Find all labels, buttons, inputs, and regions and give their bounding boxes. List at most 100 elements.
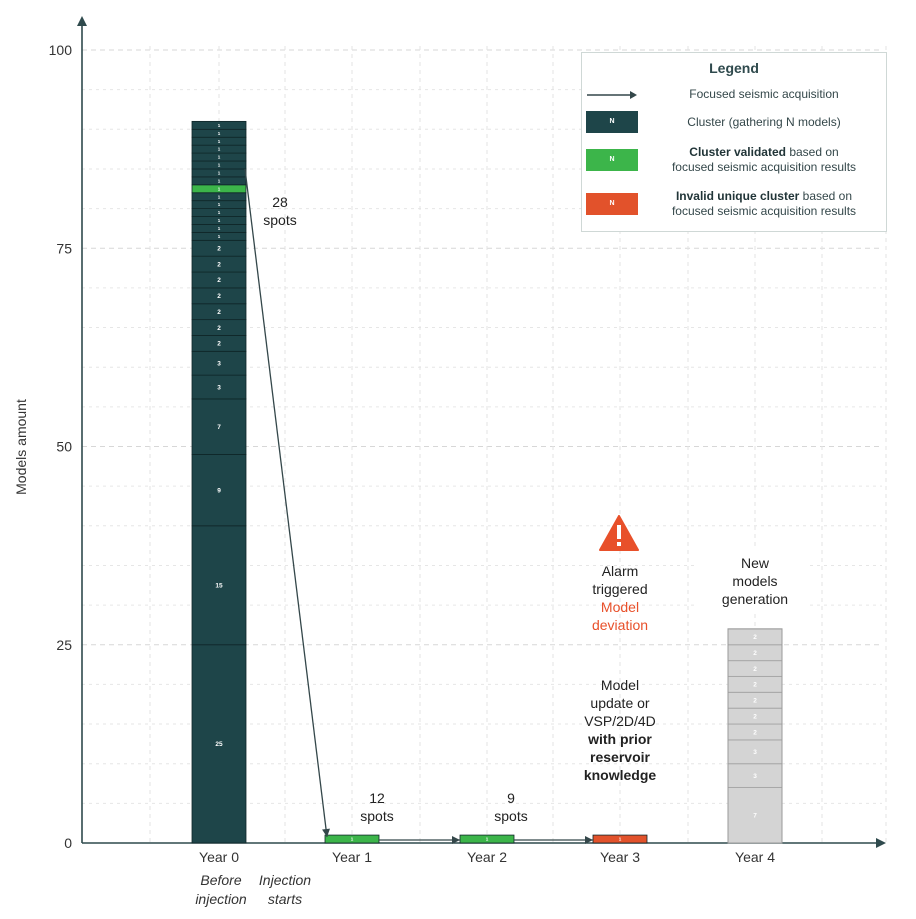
legend-text-invalid: Invalid unique cluster based on focused … [646,189,882,219]
x-sublabel: injection [195,891,247,907]
x-tick-label: Year 1 [332,849,372,865]
bar-segment-label: 3 [217,361,221,368]
acquisition-arrowhead [585,836,593,844]
legend-text-cluster: Cluster (gathering N models) [687,115,841,129]
bar-segment-label: 7 [753,813,757,820]
bar-segment [324,834,380,844]
bar-segment [191,644,247,844]
update-bold-line-2: reservoir [590,749,650,765]
bar-segment-label: 1 [218,226,221,231]
update-bold-line-3: knowledge [583,767,657,783]
bar-segment-label: 2 [753,634,757,641]
update-line-2: update or [590,695,650,711]
bar-segment-label: 1 [218,186,221,191]
bar-segment-label: 9 [217,487,221,494]
spots-label: 28 [272,194,288,210]
bar-segment-label: 2 [753,698,757,705]
x-sublabel: Injection [259,872,311,888]
x-tick-label: Year 0 [199,849,239,865]
bar-segment-label: 2 [753,666,757,673]
bar-segment-label: 3 [753,749,757,756]
y-tick-label: 75 [56,240,72,256]
bar-segment-label: 1 [619,837,622,842]
bar-segment-label: 15 [215,583,223,590]
y-axis-arrowhead [77,16,87,26]
x-sublabel: Before [200,872,241,888]
legend-title: Legend [709,60,759,76]
update-line-1: Model [600,677,640,693]
new-models-line-2: models [732,573,778,589]
legend-text-invalid-2: focused seismic acquisition results [671,204,857,218]
bar-segment-label: 1 [218,147,221,152]
bar-segment-label: 1 [218,170,221,175]
legend-bold-validated: Cluster validated [689,145,786,159]
bar-segment-label: 1 [218,123,221,128]
bar-segment-label: 7 [217,424,221,431]
bar-segment-label: 1 [218,178,221,183]
bar-segment-label: 1 [218,163,221,168]
alarm-line-1: Alarm [601,563,639,579]
legend-text-acquisition: Focused seismic acquisition [689,87,839,101]
x-tick-label: Year 2 [467,849,507,865]
bar-segment-label: 2 [217,261,221,268]
deviation-line-2: deviation [591,617,649,633]
legend-text-invalid-1: based on [799,189,853,203]
bar-outline [727,628,783,844]
legend-item-validated: N Cluster validated based on focused sei… [582,143,886,177]
bar-segment-label: 2 [217,293,221,300]
bar-segment-label: 2 [753,713,757,720]
bar-segment-label: 2 [753,729,757,736]
validated-swatch: N [586,149,638,171]
x-tick-label: Year 4 [735,849,775,865]
bar-segment-label: 2 [217,341,221,348]
legend-item-acquisition: Focused seismic acquisition [582,81,886,115]
bar-segment [459,834,515,844]
legend-bold-invalid: Invalid unique cluster [675,189,800,203]
bar-segment-label: 1 [218,155,221,160]
bar-segment-label: 1 [218,202,221,207]
legend-item-invalid: N Invalid unique cluster based on focuse… [582,187,886,221]
y-tick-label: 0 [64,835,72,851]
update-annotation: Model update or VSP/2D/4D with prior res… [565,676,675,784]
bar-segment-label: 1 [218,131,221,136]
bar-segment-label: 2 [753,650,757,657]
warning-icon [599,515,639,551]
alarm-line-2: triggered [592,581,648,597]
invalid-swatch: N [586,193,638,215]
legend-text-validated: Cluster validated based on focused seism… [646,145,882,175]
spots-label: 9 [507,790,515,806]
bar-segment [592,834,648,844]
bar-segment-label: 2 [217,325,221,332]
x-sublabel: starts [268,891,302,907]
bar-segment-label: 3 [217,384,221,391]
acquisition-arrowhead [452,836,460,844]
bar-segment [191,525,247,646]
bar-segment-label: 2 [753,682,757,689]
alarm-annotation: Alarm triggered Model deviation [570,562,670,634]
bar-segment-label: 1 [218,194,221,199]
spots-label: spots [494,808,527,824]
x-tick-label: Year 3 [600,849,640,865]
new-models-annotation: New models generation [710,554,800,608]
acquisition-arrowhead [322,828,330,837]
new-models-line-1: New [740,555,769,571]
acquisition-arrow [244,168,328,838]
deviation-line-1: Model [600,599,640,615]
arrow-icon [587,91,637,99]
legend-text-validated-2: focused seismic acquisition results [671,160,857,174]
legend-item-cluster: N Cluster (gathering N models) [582,105,886,139]
bar-segment-label: 1 [218,234,221,239]
new-models-box [698,548,808,614]
y-axis-label: Models amount [13,399,29,495]
y-tick-label: 100 [49,42,73,58]
bar-segment [191,120,247,130]
bar-segment [191,454,247,527]
y-tick-label: 50 [56,439,72,455]
legend: Legend Focused seismic acquisition N Clu… [581,52,887,232]
cluster-swatch: N [586,111,638,133]
bar-segment-label: 2 [217,277,221,284]
new-models-line-3: generation [721,591,789,607]
bar-segment-label: 1 [218,139,221,144]
bar-segment-label: 2 [217,309,221,316]
